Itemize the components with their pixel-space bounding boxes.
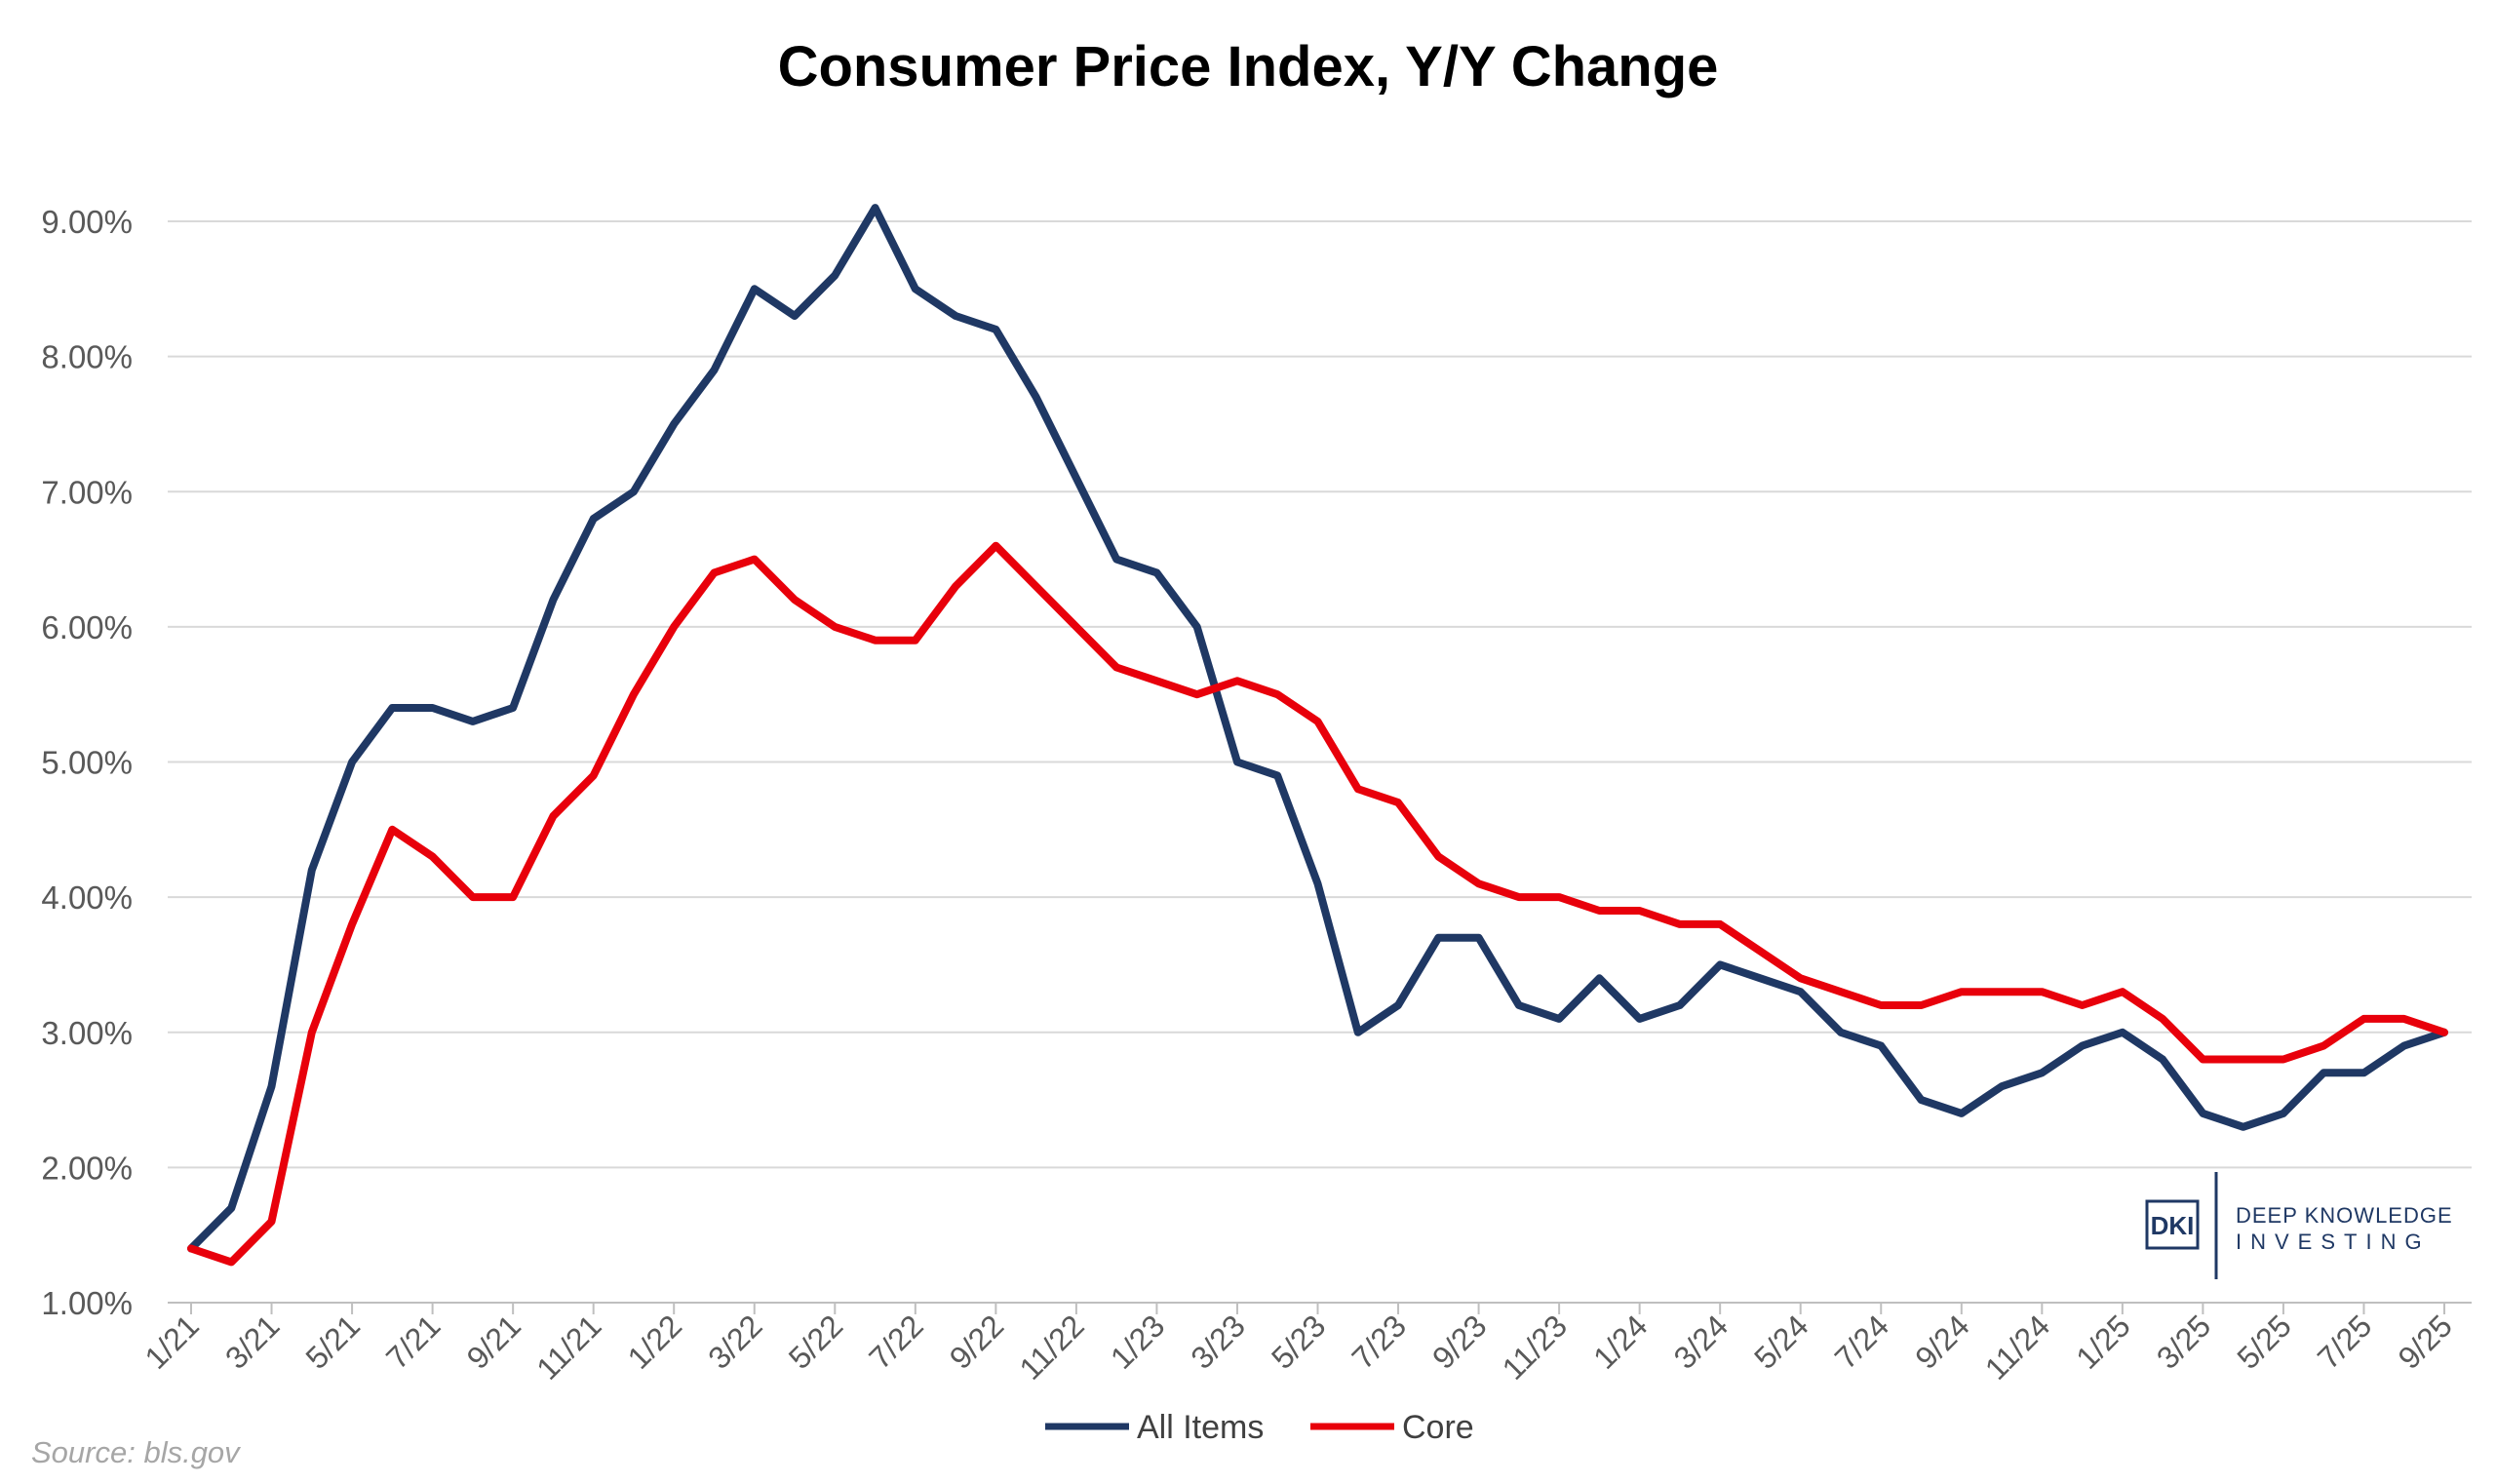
- chart-title: Consumer Price Index, Y/Y Change: [778, 35, 1719, 98]
- x-tick-label: 9/25: [2391, 1308, 2458, 1375]
- dki-logo-line1: DEEP KNOWLEDGE: [2236, 1203, 2453, 1228]
- legend-label-core: Core: [1402, 1409, 1474, 1446]
- x-tick-label: 7/24: [1828, 1308, 1895, 1375]
- dki-logo: DKI DEEP KNOWLEDGE INVESTING: [2145, 1172, 2453, 1279]
- series-lines: [187, 204, 2448, 1267]
- x-tick-label: 1/22: [621, 1308, 688, 1375]
- x-tick-label: 5/23: [1265, 1308, 1332, 1375]
- x-tick-label: 9/24: [1908, 1308, 1975, 1375]
- x-tick-label: 1/25: [2069, 1308, 2136, 1375]
- series-line-core: [187, 541, 2448, 1267]
- source-note: Source: bls.gov: [31, 1435, 241, 1469]
- y-tick-label: 7.00%: [41, 474, 133, 510]
- dki-logo-box-text: DKI: [2151, 1211, 2195, 1240]
- x-tick-label: 1/24: [1586, 1308, 1654, 1375]
- legend: All Items Core: [1045, 1409, 1474, 1446]
- x-tick-label: 7/23: [1345, 1308, 1412, 1375]
- x-tick-label: 3/22: [701, 1308, 768, 1375]
- y-tick-label: 5.00%: [41, 745, 133, 781]
- x-tick-label: 11/22: [1012, 1308, 1090, 1386]
- y-axis-tick-labels: 1.00% 2.00% 3.00% 4.00% 5.00% 6.00% 7.00% 8.00%…: [41, 204, 133, 1321]
- y-tick-label: 3.00%: [41, 1015, 133, 1051]
- x-tick-label: 11/23: [1496, 1308, 1574, 1386]
- y-tick-label: 8.00%: [41, 339, 133, 375]
- y-tick-label: 6.00%: [41, 609, 133, 645]
- dki-logo-box: [2145, 1199, 2200, 1250]
- x-tick-label: 3/25: [2150, 1308, 2217, 1375]
- x-tick-label: 5/21: [299, 1308, 367, 1375]
- dki-logo-line2: INVESTING: [2236, 1230, 2431, 1254]
- y-tick-label: 1.00%: [41, 1285, 133, 1321]
- x-tick-label: 5/24: [1747, 1308, 1814, 1375]
- legend-label-all-items: All Items: [1137, 1409, 1264, 1446]
- x-tick-label: 1/21: [137, 1308, 205, 1375]
- series-line-all-items: [187, 204, 2448, 1253]
- x-tick-label: 7/21: [379, 1308, 447, 1375]
- x-tick-label: 7/22: [862, 1308, 929, 1375]
- x-tick-label: 9/22: [943, 1308, 1010, 1375]
- y-tick-label: 2.00%: [41, 1150, 133, 1186]
- x-tick-label: 5/25: [2230, 1308, 2297, 1375]
- x-tick-label: 3/21: [218, 1308, 286, 1375]
- x-axis: [168, 1302, 2472, 1314]
- x-axis-tick-labels: 1/21 3/21 5/21 7/21 9/21 11/21 1/22 3/22 5/22 7/2…: [137, 1308, 2458, 1386]
- y-tick-label: 4.00%: [41, 879, 133, 916]
- x-tick-label: 3/24: [1667, 1308, 1735, 1375]
- x-tick-label: 5/22: [782, 1308, 849, 1375]
- x-tick-label: 9/23: [1425, 1308, 1493, 1375]
- y-tick-label: 9.00%: [41, 204, 133, 240]
- x-tick-label: 9/21: [460, 1308, 527, 1375]
- gridlines: [168, 220, 2472, 1169]
- x-tick-label: 7/25: [2311, 1308, 2378, 1375]
- x-tick-label: 11/21: [529, 1308, 607, 1386]
- x-tick-label: 3/23: [1184, 1308, 1251, 1375]
- x-tick-label: 1/23: [1104, 1308, 1171, 1375]
- x-tick-label: 11/24: [1978, 1308, 2056, 1386]
